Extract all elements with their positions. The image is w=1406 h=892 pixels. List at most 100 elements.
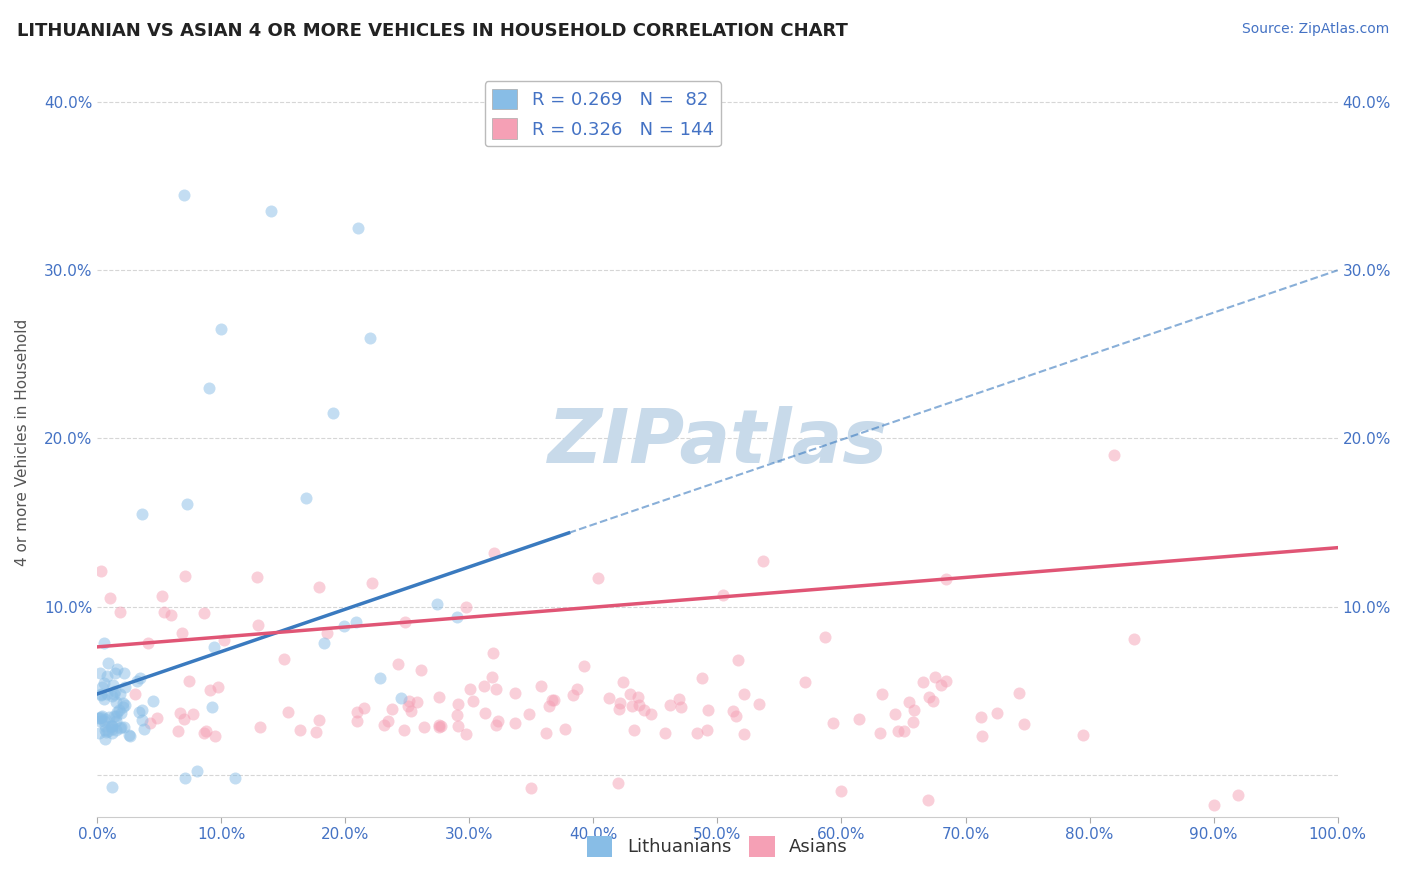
Point [160, 607, 183, 622]
Point [101, 678, 124, 692]
Point [97, 656, 120, 670]
Point [108, 721, 131, 735]
Point [482, 546, 505, 560]
Point [823, 715, 845, 730]
Point [727, 653, 749, 667]
Point [94, 712, 117, 726]
Point [481, 670, 503, 684]
Point [793, 675, 815, 690]
Point [173, 712, 195, 726]
Point [399, 705, 422, 719]
Point [454, 599, 477, 614]
Point [90, 708, 112, 723]
Point [883, 706, 905, 721]
Point [93, 714, 115, 728]
Point [733, 688, 755, 702]
Point [94, 731, 117, 746]
Point [198, 682, 221, 697]
Point [814, 630, 837, 644]
Point [669, 699, 692, 714]
Point [540, 693, 562, 707]
Point [131, 703, 153, 717]
Point [482, 646, 505, 660]
Point [98, 591, 121, 605]
Point [150, 589, 173, 603]
Point [474, 706, 496, 721]
Point [458, 682, 481, 697]
Point [413, 721, 436, 735]
Point [136, 636, 159, 650]
Point [169, 706, 191, 721]
Point [90, 710, 112, 724]
Text: Source: ZipAtlas.com: Source: ZipAtlas.com [1241, 22, 1389, 37]
Point [107, 662, 129, 676]
Point [176, 497, 198, 511]
Point [249, 720, 271, 734]
Point [748, 697, 770, 711]
Point [389, 691, 412, 706]
Point [893, 724, 915, 739]
Point [207, 680, 229, 694]
Point [125, 674, 148, 689]
Point [89, 710, 111, 724]
Point [612, 675, 634, 690]
Point [166, 724, 188, 739]
Point [277, 706, 299, 720]
Point [174, 568, 197, 582]
Point [427, 720, 450, 734]
Point [288, 723, 311, 737]
Point [609, 696, 631, 710]
Point [872, 687, 894, 701]
Point [89, 714, 111, 728]
Point [344, 615, 367, 629]
Point [93, 676, 115, 690]
Point [620, 699, 643, 714]
Point [562, 688, 585, 702]
Point [195, 724, 218, 739]
Point [696, 723, 718, 737]
Point [922, 693, 945, 707]
Point [565, 681, 588, 696]
Point [538, 698, 561, 713]
Point [104, 666, 127, 681]
Point [485, 681, 508, 696]
Point [101, 780, 124, 794]
Point [869, 726, 891, 740]
Point [128, 671, 150, 685]
Point [104, 709, 127, 723]
Point [654, 726, 676, 740]
Point [94, 718, 117, 732]
Point [461, 694, 484, 708]
Point [903, 703, 925, 717]
Point [543, 693, 565, 707]
Point [103, 686, 125, 700]
Point [204, 729, 226, 743]
Point [316, 626, 339, 640]
Point [446, 609, 468, 624]
Point [93, 692, 115, 706]
Point [112, 665, 135, 680]
Point [110, 706, 132, 720]
Point [986, 706, 1008, 721]
Point [179, 674, 201, 689]
Point [887, 723, 910, 738]
Point [848, 712, 870, 726]
Point [193, 725, 215, 739]
Point [1122, 632, 1144, 647]
Point [346, 705, 368, 719]
Point [308, 580, 330, 594]
Point [96, 669, 118, 683]
Point [1202, 797, 1225, 812]
Point [598, 691, 620, 706]
Point [721, 704, 744, 718]
Point [406, 695, 429, 709]
Point [96, 687, 118, 701]
Point [172, 626, 194, 640]
Point [193, 606, 215, 620]
Point [426, 597, 449, 611]
Point [322, 406, 344, 420]
Point [98, 710, 121, 724]
Point [586, 570, 609, 584]
Point [333, 619, 356, 633]
Point [101, 690, 124, 704]
